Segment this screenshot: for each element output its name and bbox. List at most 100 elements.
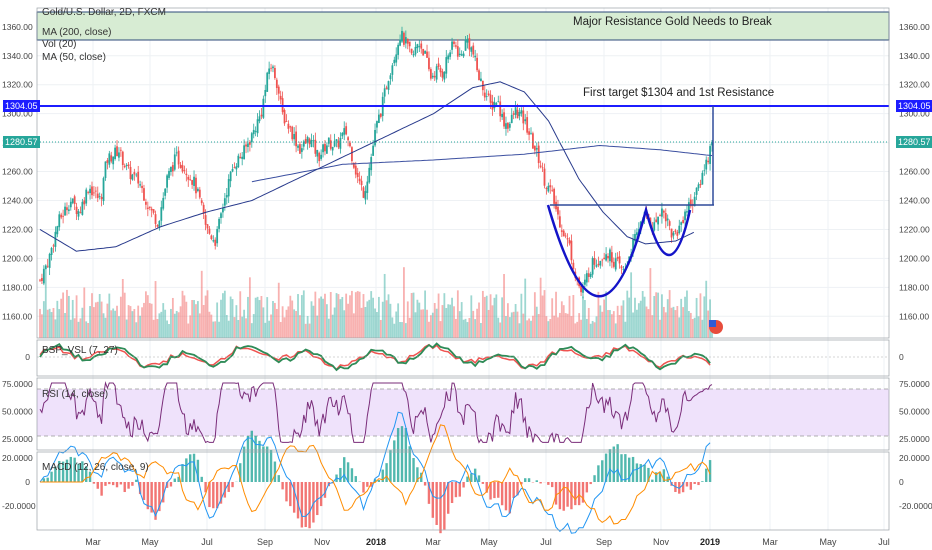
volume-bar <box>56 300 59 338</box>
candle-body <box>214 239 217 246</box>
macd-histogram-bar <box>593 475 596 482</box>
volume-bar <box>50 312 53 338</box>
candle-body <box>306 136 309 143</box>
candle-body <box>689 199 692 207</box>
volume-bar <box>403 267 405 338</box>
price-tick-right: 1340.00 <box>899 51 930 61</box>
volume-bar <box>699 293 702 338</box>
candle-body <box>93 192 95 194</box>
candle-body <box>368 167 371 183</box>
volume-bar <box>168 323 170 338</box>
volume-bar <box>185 301 188 338</box>
candle-body <box>275 79 278 88</box>
volume-bar <box>580 319 582 338</box>
candlestick-series <box>39 26 713 299</box>
volume-bar <box>233 317 236 338</box>
candle-body <box>614 258 617 270</box>
legend-ma50: MA (50, close) <box>42 52 106 63</box>
candle-body <box>231 169 234 172</box>
volume-bar <box>349 295 351 338</box>
macd-histogram-bar <box>685 482 689 487</box>
volume-bar <box>628 297 631 338</box>
candle-body <box>60 214 63 218</box>
candle-body <box>464 39 467 51</box>
macd-histogram-bar <box>662 469 666 482</box>
macd-histogram-bar <box>647 467 650 482</box>
candle-body <box>354 165 357 175</box>
volume-bar <box>449 304 452 338</box>
candle-body <box>100 196 103 200</box>
candle-body <box>64 206 66 216</box>
volume-bar <box>578 313 581 338</box>
volume-bar <box>618 315 621 338</box>
axis-ticks: 1360.00 1360.00 1340.00 1340.00 1320.00 1320.… <box>2 22 932 547</box>
macd-histogram-bar <box>150 482 153 513</box>
macd-histogram-bar <box>620 454 623 482</box>
price-tick-left: 1360.00 <box>2 22 33 32</box>
candle-body <box>568 239 571 244</box>
macd-tick-left: 20.0000 <box>2 453 33 463</box>
candle-body <box>585 273 588 283</box>
volume-bar <box>285 309 288 338</box>
candle-body <box>352 163 355 168</box>
volume-bar <box>460 302 463 338</box>
volume-bar <box>66 289 68 338</box>
candle-body <box>299 144 301 154</box>
candle-body <box>198 189 201 198</box>
volume-bar <box>429 315 432 338</box>
macd-histogram-bar <box>520 482 523 485</box>
macd-label: MACD (12, 26, close, 9) <box>42 462 149 473</box>
volume-bar <box>545 316 548 338</box>
candle-body <box>501 113 504 118</box>
macd-histogram-bar <box>304 482 307 528</box>
volume-bar <box>605 291 607 338</box>
macd-histogram-bar <box>281 482 284 490</box>
candle-body <box>327 137 330 144</box>
volume-bar <box>247 296 249 338</box>
candle-body <box>535 148 538 150</box>
macd-histogram-bar <box>466 476 469 482</box>
last-price-tag-left: 1280.57 <box>3 136 40 148</box>
volume-bar <box>71 299 74 338</box>
volume-bar <box>154 281 157 338</box>
candle-body <box>212 240 215 242</box>
volume-bar <box>649 268 652 338</box>
macd-histogram-bar <box>285 482 288 502</box>
last-price-tag-right: 1280.57 <box>896 136 932 148</box>
macd-histogram-bar <box>227 482 230 492</box>
volume-bar <box>674 310 677 338</box>
volume-bar <box>264 322 267 338</box>
candle-body <box>112 156 115 165</box>
macd-histogram-bar <box>577 482 581 506</box>
macd-tick-left: -20.0000 <box>2 501 36 511</box>
volume-bar <box>173 313 176 338</box>
volume-bar <box>412 292 415 338</box>
volume-bar <box>558 312 561 338</box>
candle-body <box>395 54 398 63</box>
volume-bar <box>526 320 529 338</box>
macd-histogram-bar <box>316 482 319 516</box>
volume-bar <box>564 313 567 338</box>
volume-bar <box>100 301 103 338</box>
volume-bar <box>324 293 326 338</box>
volume-bar <box>343 310 346 338</box>
time-tick-label: Mar <box>425 537 441 547</box>
candle-body <box>653 222 656 231</box>
candle-body <box>325 145 328 154</box>
candle-body <box>48 253 51 268</box>
candle-body <box>324 143 326 152</box>
candle-body <box>177 150 180 165</box>
volume-bar <box>537 314 540 338</box>
candle-body <box>662 210 665 213</box>
rsi-label: RSI (14, close) <box>42 389 109 400</box>
volume-bar <box>480 323 482 338</box>
candle-body <box>69 201 72 208</box>
macd-histogram-bar <box>601 460 604 482</box>
macd-histogram-bar <box>366 482 369 487</box>
price-tick-right: 1200.00 <box>899 253 930 263</box>
candle-body <box>526 117 529 133</box>
volume-bar <box>408 317 411 338</box>
candle-body <box>98 196 101 198</box>
macd-histogram-bar <box>85 466 88 482</box>
